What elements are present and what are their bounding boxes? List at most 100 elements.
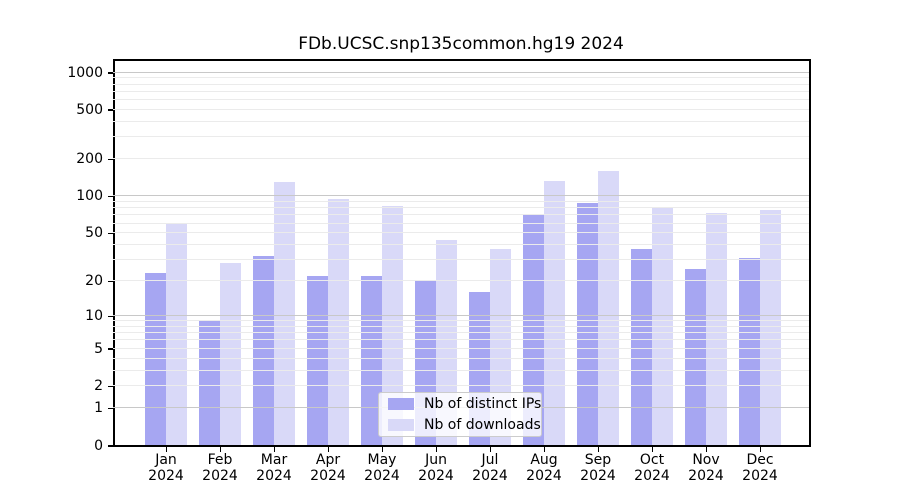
bar-distinct-ips-jan [145,273,166,445]
x-tick-label: Jun 2024 [401,452,471,484]
y-tick-mark [108,232,113,235]
y-tick-label: 1000 [67,64,103,81]
legend-row: Nb of distinct IPs [388,396,541,412]
minor-gridline [113,99,809,100]
x-tick-mark [327,446,329,452]
x-tick-year: 2024 [472,468,508,484]
bottom-spine [113,445,811,447]
y-tick-mark [108,445,113,447]
x-tick-year: 2024 [634,468,670,484]
y-tick-label: 1 [94,400,103,417]
x-tick-label: Feb 2024 [185,452,255,484]
x-tick-month: Oct [639,452,665,468]
minor-gridline [113,339,809,341]
y-tick-mark [108,158,113,161]
minor-gridline [113,280,809,282]
bar-distinct-ips-mar [253,256,274,445]
x-tick-month: Jan [155,452,177,468]
major-gridline [113,71,809,73]
x-tick-year: 2024 [202,468,238,484]
x-tick-month: Dec [746,452,774,468]
x-tick-year: 2024 [580,468,616,484]
legend-swatch-downloads [388,419,414,431]
y-tick-label: 100 [76,188,103,205]
minor-gridline [113,357,809,359]
y-tick-label: 0 [94,437,103,454]
bar-downloads-mar [274,181,295,445]
x-tick-label: Jan 2024 [131,452,201,484]
x-tick-month: May [367,452,397,468]
minor-gridline [113,207,809,209]
minor-gridline [113,201,809,202]
x-tick-month: Mar [260,452,288,468]
minor-gridline [113,108,809,110]
y-tick-mark [108,315,113,318]
x-tick-label: Jul 2024 [455,452,525,484]
minor-gridline [113,385,809,387]
x-tick-label: Sep 2024 [563,452,633,484]
minor-gridline [113,90,809,92]
minor-gridline [113,347,809,349]
legend-row: Nb of downloads [388,417,541,433]
minor-gridline [113,158,809,160]
x-tick-mark [273,446,275,452]
x-tick-month: Aug [530,452,558,468]
y-tick-mark [108,72,113,74]
minor-gridline [113,332,809,334]
x-tick-mark [543,446,545,452]
x-tick-mark [435,446,437,452]
x-tick-month: Nov [692,452,720,468]
y-tick-mark [108,280,113,283]
x-tick-year: 2024 [526,468,562,484]
bar-distinct-ips-sep [577,202,598,445]
bar-distinct-ips-nov [685,269,706,445]
top-spine [113,59,811,61]
x-tick-year: 2024 [364,468,400,484]
y-tick-label: 50 [85,225,103,242]
bar-distinct-ips-dec [739,257,760,445]
x-tick-month: Feb [207,452,233,468]
x-tick-mark [759,446,761,452]
minor-gridline [113,214,809,216]
bar-distinct-ips-oct [631,248,652,445]
chart-title: FDb.UCSC.snp135common.hg19 2024 [298,34,624,54]
minor-gridline [113,320,809,322]
y-tick-mark [108,385,113,388]
x-tick-month: Apr [315,452,341,468]
x-tick-label: Nov 2024 [671,452,741,484]
bar-downloads-feb [220,263,241,445]
legend-label: Nb of distinct IPs [424,396,542,412]
plot-area: Nb of distinct IPs Nb of downloads [113,59,809,445]
bar-downloads-sep [598,171,619,445]
left-spine [113,59,115,447]
bar-downloads-nov [706,213,727,445]
y-tick-mark [108,109,113,111]
y-tick-label: 500 [76,101,103,118]
major-gridline [113,195,809,197]
x-tick-mark [381,446,383,452]
minor-gridline [113,136,809,138]
bar-downloads-aug [544,181,565,445]
minor-gridline [113,259,809,261]
minor-gridline [113,83,809,85]
y-tick-label: 200 [76,151,103,168]
minor-gridline [113,120,809,122]
x-tick-year: 2024 [418,468,454,484]
x-tick-label: Mar 2024 [239,452,309,484]
legend-label: Nb of downloads [424,417,541,433]
x-tick-year: 2024 [310,468,346,484]
bar-distinct-ips-aug [523,214,544,445]
x-tick-mark [165,446,167,452]
major-gridline [113,315,809,316]
minor-gridline [113,369,809,371]
x-tick-label: Apr 2024 [293,452,363,484]
x-tick-mark [651,446,653,452]
bar-downloads-apr [328,199,349,445]
x-tick-month: Jul [481,452,499,468]
x-tick-month: Sep [584,452,612,468]
minor-gridline [113,77,809,79]
y-tick-label: 2 [94,378,103,395]
bar-downloads-dec [760,209,781,445]
x-tick-mark [219,446,221,452]
